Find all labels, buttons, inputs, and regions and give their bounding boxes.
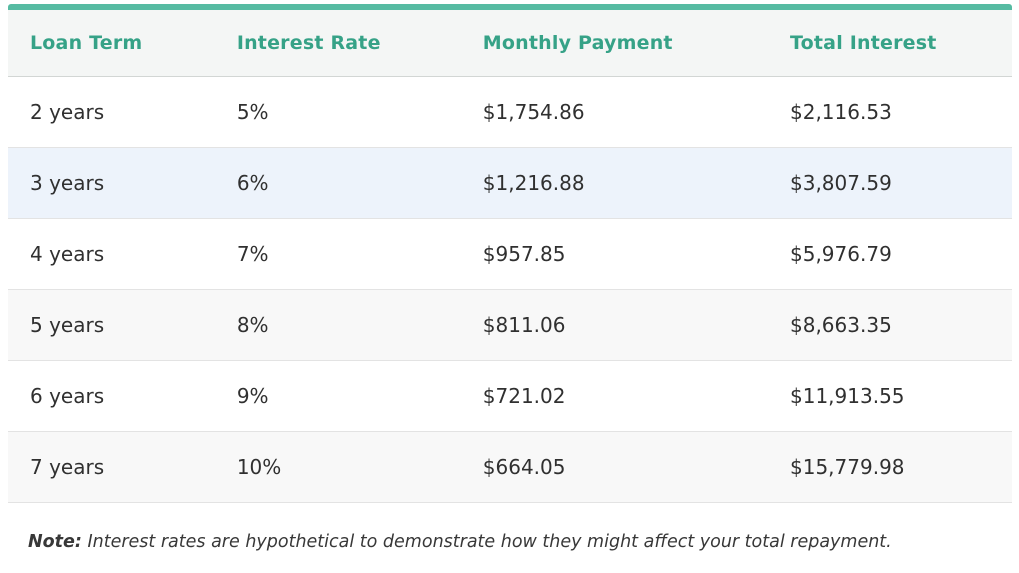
footnote-label: Note: (28, 532, 82, 552)
loan-comparison-table: Loan Term Interest Rate Monthly Payment … (8, 10, 1012, 503)
table-row: 2 years 5% $1,754.86 $2,116.53 (8, 76, 1012, 148)
cell-monthly-payment: $957.85 (460, 218, 768, 290)
cell-monthly-payment: $664.05 (460, 431, 768, 503)
cell-interest-rate: 6% (214, 147, 461, 219)
cell-loan-term: 6 years (8, 360, 215, 432)
table-header-row: Loan Term Interest Rate Monthly Payment … (8, 10, 1012, 77)
footnote-text: Interest rates are hypothetical to demon… (81, 532, 892, 552)
cell-loan-term: 2 years (8, 76, 215, 148)
cell-total-interest: $11,913.55 (768, 360, 1012, 432)
cell-total-interest: $5,976.79 (768, 218, 1012, 290)
cell-monthly-payment: $1,754.86 (460, 76, 768, 148)
loan-comparison-table-container: Loan Term Interest Rate Monthly Payment … (8, 4, 1012, 503)
table-row: 6 years 9% $721.02 $11,913.55 (8, 360, 1012, 432)
table-row: 4 years 7% $957.85 $5,976.79 (8, 218, 1012, 290)
table-row: 5 years 8% $811.06 $8,663.35 (8, 289, 1012, 361)
column-header-monthly-payment: Monthly Payment (460, 10, 768, 77)
cell-interest-rate: 7% (214, 218, 461, 290)
cell-monthly-payment: $811.06 (460, 289, 768, 361)
cell-interest-rate: 8% (214, 289, 461, 361)
cell-total-interest: $2,116.53 (768, 76, 1012, 148)
column-header-loan-term: Loan Term (8, 10, 215, 77)
column-header-total-interest: Total Interest (768, 10, 1012, 77)
cell-loan-term: 3 years (8, 147, 215, 219)
cell-interest-rate: 5% (214, 76, 461, 148)
footnote: Note: Interest rates are hypothetical to… (28, 532, 1019, 552)
column-header-interest-rate: Interest Rate (214, 10, 461, 77)
cell-interest-rate: 10% (214, 431, 461, 503)
table-row-highlighted: 3 years 6% $1,216.88 $3,807.59 (8, 147, 1012, 219)
cell-monthly-payment: $721.02 (460, 360, 768, 432)
table-top-accent-bar (8, 4, 1012, 10)
cell-loan-term: 4 years (8, 218, 215, 290)
table-row: 7 years 10% $664.05 $15,779.98 (8, 431, 1012, 503)
cell-interest-rate: 9% (214, 360, 461, 432)
cell-total-interest: $15,779.98 (768, 431, 1012, 503)
cell-loan-term: 5 years (8, 289, 215, 361)
cell-total-interest: $3,807.59 (768, 147, 1012, 219)
cell-monthly-payment: $1,216.88 (460, 147, 768, 219)
cell-loan-term: 7 years (8, 431, 215, 503)
cell-total-interest: $8,663.35 (768, 289, 1012, 361)
